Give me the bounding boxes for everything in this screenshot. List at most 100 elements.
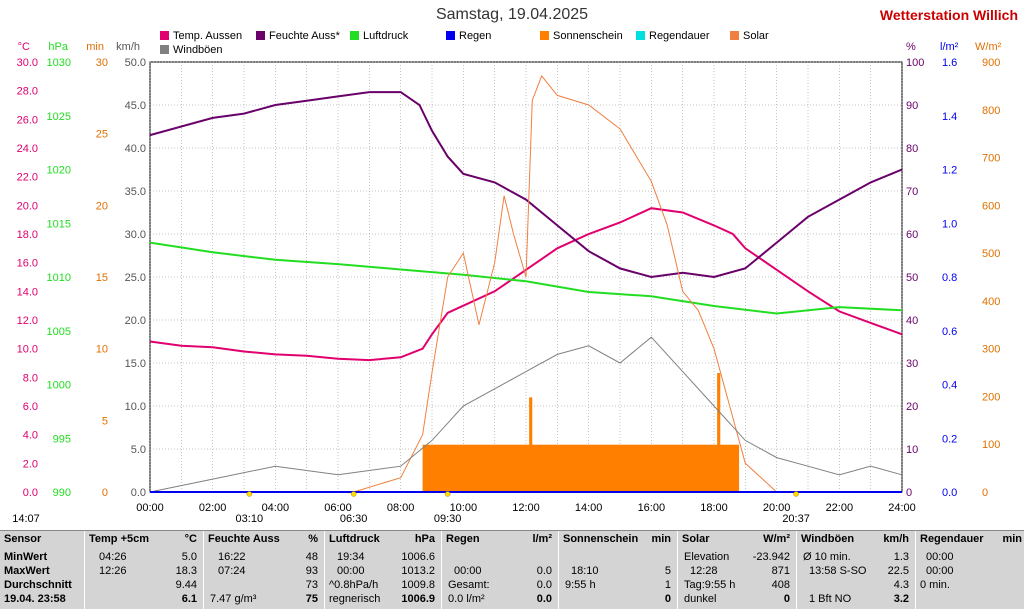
legend-swatch (636, 31, 645, 40)
legend-item: Luftdruck (350, 30, 408, 42)
temp-tick-label: 30.0 (17, 57, 38, 69)
rain-tick-label: 0.8 (942, 272, 957, 284)
pct-tick-label: 80 (906, 143, 918, 155)
solar-tick-label: 0 (982, 487, 988, 499)
kmh-tick-label: 15.0 (125, 358, 146, 370)
x-tick-label: 10:00 (450, 502, 478, 514)
sunshine-bar (422, 444, 740, 492)
legend-swatch (446, 31, 455, 40)
footer-time-label: 14:07 (12, 513, 40, 525)
hpa-tick-label: 1015 (47, 218, 71, 230)
pct-tick-label: 90 (906, 100, 918, 112)
kmh-tick-label: 10.0 (125, 401, 146, 413)
legend-swatch (730, 31, 739, 40)
pct-tick-label: 0 (906, 487, 912, 499)
kmh-tick-label: 40.0 (125, 143, 146, 155)
solar-tick-label: 100 (982, 439, 1000, 451)
temp-tick-label: 20.0 (17, 200, 38, 212)
rain-tick-label: 1.6 (942, 57, 957, 69)
legend: Temp. Aussen Feuchte Auss* Luftdruck Reg… (160, 30, 800, 60)
sunshine-bar (717, 373, 721, 492)
temp-tick-label: 24.0 (17, 143, 38, 155)
solar-tick-label: 800 (982, 105, 1000, 117)
hpa-tick-label: 1000 (47, 380, 71, 392)
sunshine-bar (529, 397, 533, 492)
solar-tick-label: 300 (982, 344, 1000, 356)
pct-tick-label: 50 (906, 272, 918, 284)
x-tick-label: 04:00 (262, 502, 290, 514)
temp-tick-label: 0.0 (23, 487, 38, 499)
unit-min: min (86, 41, 104, 53)
pct-tick-label: 100 (906, 57, 924, 69)
chart-area: 30.0 28.0 26.0 24.0 22.0 20.0 18.0 16.0 14.0 12.0… (12, 41, 1001, 525)
footer-time-label: 20:37 (782, 513, 810, 525)
chart-title: Samstag, 19.04.2025 (435, 6, 589, 23)
legend-item: Regen (446, 30, 491, 42)
stats-table: Sensor MinWert MaxWert Durchschnitt 19.0… (0, 530, 1024, 609)
series-line-feuchteauss (149, 91, 903, 279)
x-tick-label: 20:00 (763, 502, 791, 514)
hpa-tick-label: 1020 (47, 165, 71, 177)
legend-item: Regendauer (636, 30, 710, 42)
series-line-windben (149, 336, 903, 493)
rain-tick-label: 0.2 (942, 433, 957, 445)
solar-tick-label: 900 (982, 57, 1000, 69)
col-feuchte: Feuchte Auss% 16:22 48 07:24 93 73 7.47 g/… (204, 531, 325, 609)
min-tick-label: 5 (102, 415, 108, 427)
x-tick-label: 24:00 (888, 502, 916, 514)
hpa-tick-label: 990 (53, 487, 71, 499)
kmh-tick-label: 50.0 (125, 57, 146, 69)
legend-item: Feuchte Auss* (256, 30, 340, 42)
pct-tick-label: 30 (906, 358, 918, 370)
x-tick-label: 08:00 (387, 502, 415, 514)
legend-swatch (256, 31, 265, 40)
kmh-tick-label: 45.0 (125, 100, 146, 112)
unit-lm2: l/m² (940, 41, 959, 53)
footer-time-label: 09:30 (434, 513, 462, 525)
col-solar: Solar W/m² Elevation -23.942 12:28 871 Tag:… (678, 531, 797, 609)
temp-tick-label: 4.0 (23, 430, 38, 442)
temp-tick-label: 6.0 (23, 401, 38, 413)
temp-tick-label: 12.0 (17, 315, 38, 327)
pct-tick-label: 70 (906, 186, 918, 198)
temp-tick-label: 26.0 (17, 114, 38, 126)
hpa-tick-label: 1025 (47, 111, 71, 123)
legend-item: Windböen (160, 44, 223, 56)
legend-swatch (160, 45, 169, 54)
solar-tick-label: 600 (982, 200, 1000, 212)
unit-kmh: km/h (116, 41, 140, 53)
series-line-luftdruck (149, 241, 903, 315)
rain-tick-label: 1.2 (942, 165, 957, 177)
hpa-tick-label: 1010 (47, 272, 71, 284)
kmh-tick-label: 30.0 (125, 229, 146, 241)
temp-tick-label: 22.0 (17, 172, 38, 184)
x-tick-label: 18:00 (700, 502, 728, 514)
footer-time-label: 06:30 (340, 513, 368, 525)
col-luftdruck: Luftdruck hPa 19:34 1006.6 00:00 1013.2 ^0.… (325, 531, 442, 609)
min-tick-label: 25 (96, 129, 108, 141)
solar-tick-label: 200 (982, 391, 1000, 403)
rain-tick-label: 1.4 (942, 111, 957, 123)
kmh-tick-label: 0.0 (131, 487, 146, 499)
pct-tick-label: 10 (906, 444, 918, 456)
min-tick-label: 15 (96, 272, 108, 284)
pct-tick-label: 40 (906, 315, 918, 327)
rain-tick-label: 0.0 (942, 487, 957, 499)
rain-tick-label: 1.0 (942, 218, 957, 230)
col-temp: Temp +5cm °C 04:26 5.0 12:26 18.3 9.44 6.1 (85, 531, 204, 609)
kmh-tick-label: 20.0 (125, 315, 146, 327)
col-windboeen: Windböen km/h Ø 10 min. 1.3 13:58 S-SO 22.5… (797, 531, 916, 609)
hpa-tick-label: 995 (53, 433, 71, 445)
temp-tick-label: 16.0 (17, 258, 38, 270)
legend-item: Sonnenschein (540, 30, 623, 42)
temp-tick-label: 2.0 (23, 458, 38, 470)
kmh-tick-label: 25.0 (125, 272, 146, 284)
sun-marker (793, 491, 799, 497)
temp-tick-label: 28.0 (17, 86, 38, 98)
hpa-tick-label: 1030 (47, 57, 71, 69)
x-tick-label: 02:00 (199, 502, 227, 514)
min-tick-label: 0 (102, 487, 108, 499)
x-tick-label: 06:00 (324, 502, 352, 514)
solar-tick-label: 500 (982, 248, 1000, 260)
pct-tick-label: 60 (906, 229, 918, 241)
